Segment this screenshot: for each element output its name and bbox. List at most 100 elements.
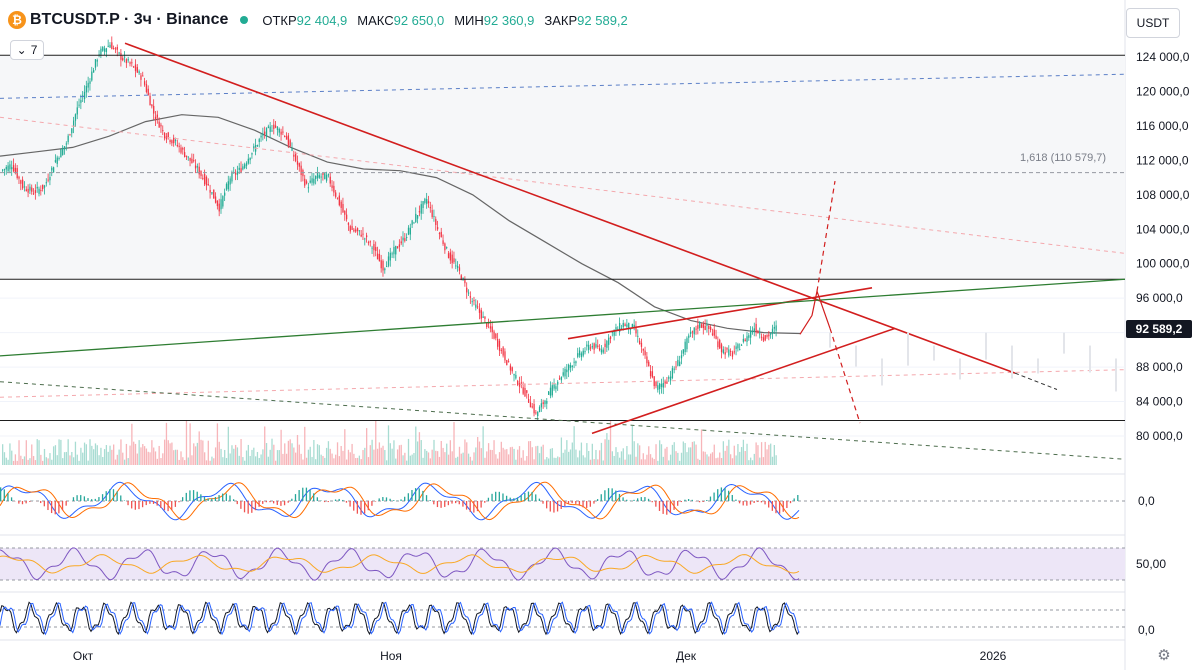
candle-body[interactable]: [34, 190, 37, 194]
candle-body[interactable]: [7, 165, 9, 171]
pink-dashed-channel[interactable]: [0, 116, 1126, 254]
candle-body[interactable]: [3, 169, 6, 171]
pennant-lower-line[interactable]: [591, 327, 896, 435]
candle-body[interactable]: [169, 140, 171, 143]
candle-body[interactable]: [568, 364, 570, 371]
candle-body[interactable]: [40, 190, 42, 192]
candle-body[interactable]: [87, 82, 89, 88]
candle-body[interactable]: [189, 157, 191, 161]
candle-body[interactable]: [282, 131, 284, 133]
candle-body[interactable]: [236, 171, 239, 175]
candle-body[interactable]: [333, 185, 335, 193]
candle-body[interactable]: [435, 218, 437, 225]
candle-body[interactable]: [56, 157, 58, 164]
candle-body[interactable]: [735, 346, 737, 349]
candle-body[interactable]: [706, 324, 708, 326]
candles[interactable]: [2, 36, 777, 421]
candle-body[interactable]: [63, 146, 66, 150]
candle-body[interactable]: [591, 346, 593, 348]
candle-body[interactable]: [635, 327, 637, 334]
candle-body[interactable]: [764, 335, 766, 341]
candle-body[interactable]: [345, 214, 348, 220]
candle-body[interactable]: [136, 67, 138, 73]
candle-body[interactable]: [577, 353, 579, 357]
candle-body[interactable]: [256, 145, 259, 147]
candle-body[interactable]: [180, 147, 182, 153]
candle-body[interactable]: [484, 316, 486, 319]
candle-body[interactable]: [469, 296, 472, 298]
candle-body[interactable]: [143, 81, 146, 85]
candle-body[interactable]: [145, 84, 148, 93]
candle-body[interactable]: [509, 365, 512, 371]
candle-body[interactable]: [49, 176, 51, 181]
candle-body[interactable]: [23, 186, 26, 188]
candle-body[interactable]: [493, 331, 495, 339]
candle-body[interactable]: [691, 331, 694, 333]
indicators-toggle-button[interactable]: ⌄ 7: [10, 40, 44, 60]
pennant-upper-line[interactable]: [567, 287, 873, 340]
candle-body[interactable]: [382, 260, 384, 271]
candle-body[interactable]: [360, 234, 362, 237]
candle-body[interactable]: [216, 200, 219, 207]
candle-body[interactable]: [611, 331, 613, 333]
candle-body[interactable]: [537, 411, 539, 417]
candle-body[interactable]: [267, 126, 270, 128]
candle-body[interactable]: [398, 244, 401, 247]
candle-body[interactable]: [684, 341, 686, 353]
candle-body[interactable]: [686, 338, 688, 350]
candle-body[interactable]: [440, 231, 442, 238]
candle-body[interactable]: [280, 131, 282, 135]
candle-body[interactable]: [633, 324, 635, 328]
candle-body[interactable]: [18, 176, 20, 179]
candle-body[interactable]: [739, 349, 741, 351]
downtrend-extension[interactable]: [1014, 372, 1058, 390]
candle-body[interactable]: [522, 387, 524, 394]
candle-body[interactable]: [746, 336, 748, 342]
candle-body[interactable]: [609, 336, 612, 339]
gear-icon[interactable]: ⚙: [1157, 647, 1171, 664]
candle-body[interactable]: [213, 189, 215, 199]
candle-body[interactable]: [315, 176, 317, 180]
candle-body[interactable]: [436, 227, 439, 230]
candle-body[interactable]: [271, 130, 273, 132]
candle-body[interactable]: [356, 228, 359, 232]
candle-body[interactable]: [371, 247, 373, 249]
candle-body[interactable]: [244, 164, 246, 169]
candle-body[interactable]: [751, 331, 754, 333]
candle-body[interactable]: [295, 152, 297, 161]
candle-body[interactable]: [426, 199, 428, 204]
candle-body[interactable]: [138, 71, 140, 74]
candle-body[interactable]: [660, 383, 663, 387]
candle-body[interactable]: [380, 260, 382, 269]
candle-body[interactable]: [637, 335, 639, 337]
candle-body[interactable]: [204, 173, 206, 185]
candle-body[interactable]: [278, 128, 280, 133]
candle-body[interactable]: [52, 167, 55, 173]
candle-body[interactable]: [427, 201, 430, 204]
candle-body[interactable]: [322, 173, 324, 175]
candle-body[interactable]: [214, 196, 217, 203]
candle-body[interactable]: [431, 210, 433, 218]
candle-body[interactable]: [740, 344, 743, 346]
candle-body[interactable]: [209, 189, 211, 193]
candle-body[interactable]: [160, 124, 162, 127]
candle-body[interactable]: [185, 155, 188, 157]
candle-body[interactable]: [564, 369, 566, 377]
candle-body[interactable]: [287, 135, 290, 146]
candle-body[interactable]: [227, 181, 229, 190]
candle-body[interactable]: [409, 227, 411, 235]
candle-body[interactable]: [580, 353, 583, 358]
blue-dashed-channel[interactable]: [0, 73, 1126, 99]
candle-body[interactable]: [526, 390, 528, 393]
candle-body[interactable]: [264, 131, 266, 134]
candle-body[interactable]: [118, 52, 120, 54]
candle-body[interactable]: [9, 164, 11, 170]
candle-body[interactable]: [122, 58, 124, 61]
candle-body[interactable]: [311, 178, 313, 183]
candle-body[interactable]: [98, 54, 100, 56]
candle-body[interactable]: [677, 359, 679, 366]
candle-body[interactable]: [477, 306, 479, 308]
candle-body[interactable]: [773, 326, 775, 329]
candle-body[interactable]: [671, 368, 674, 378]
candle-body[interactable]: [728, 349, 730, 356]
